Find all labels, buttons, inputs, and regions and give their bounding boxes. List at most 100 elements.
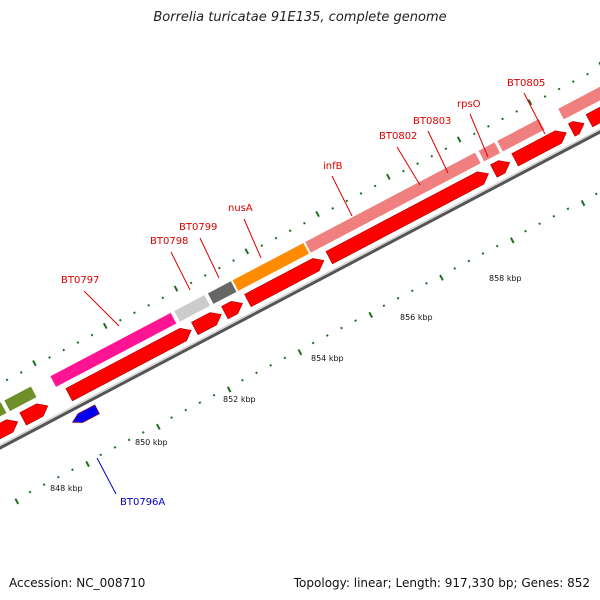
scale-tick — [402, 169, 405, 173]
scale-tick — [359, 192, 363, 195]
scale-tick — [557, 87, 561, 91]
scale-tick — [147, 303, 150, 307]
scale-tick — [456, 136, 462, 143]
gene-band-olive[interactable] — [4, 386, 37, 412]
cds-arrow[interactable] — [325, 171, 489, 265]
tick-layer — [5, 61, 600, 505]
scale-tick — [118, 318, 122, 322]
gene-arrow-bt0796a[interactable] — [71, 404, 100, 423]
scale-tick — [161, 296, 165, 300]
scale-tick — [515, 110, 519, 113]
gene-label[interactable]: nusA — [228, 203, 253, 214]
scale-tick — [127, 438, 131, 442]
scale-tick — [42, 483, 46, 486]
scale-tick — [170, 416, 173, 419]
gene-band-bt0798[interactable] — [174, 295, 210, 322]
scale-tick — [509, 237, 515, 244]
cds-arrow[interactable] — [0, 419, 19, 446]
scale-tick — [232, 259, 235, 262]
genome-backbone — [0, 130, 600, 450]
scale-tick — [189, 281, 193, 285]
scale-tick — [340, 326, 343, 330]
scale-tick — [212, 393, 216, 397]
scale-tick — [311, 341, 315, 345]
scale-tick — [354, 319, 357, 322]
cds-arrow[interactable] — [19, 403, 49, 426]
gene-label[interactable]: BT0798 — [150, 236, 188, 247]
scale-tick — [580, 199, 586, 207]
gene-leader-line — [96, 457, 117, 495]
gene-leader-line — [243, 218, 262, 259]
scale-tick — [85, 460, 90, 468]
gene-label[interactable]: BT0796A — [120, 497, 165, 508]
cds-arrow[interactable] — [65, 328, 192, 402]
scale-tick — [481, 252, 485, 255]
cds-arrow[interactable] — [221, 301, 243, 320]
scale-tick — [283, 356, 287, 360]
scale-tick — [538, 222, 541, 226]
gene-band-bt0803[interactable] — [497, 119, 545, 152]
gene-leader-line — [523, 92, 546, 135]
gene-band-infb[interactable] — [305, 152, 481, 253]
scale-tick — [396, 296, 400, 300]
genome-summary-text: Topology: linear; Length: 917,330 bp; Ge… — [293, 576, 590, 590]
cds-arrow[interactable] — [490, 160, 511, 178]
gene-band-bt0805[interactable] — [558, 49, 600, 120]
gene-band-bt0799[interactable] — [207, 281, 237, 304]
gene-band-olive[interactable] — [0, 402, 7, 428]
cds-arrow[interactable] — [511, 130, 567, 167]
gene-label[interactable]: BT0805 — [507, 78, 545, 89]
gene-label[interactable]: BT0802 — [379, 131, 417, 142]
gene-label[interactable]: BT0803 — [413, 116, 451, 127]
scale-tick — [269, 363, 273, 367]
gene-leader-line — [83, 290, 120, 327]
gene-label[interactable]: rpsO — [457, 99, 481, 110]
gene-label[interactable]: BT0799 — [179, 222, 217, 233]
scale-tick — [255, 371, 258, 375]
scale-tick — [315, 210, 320, 218]
scale-tick — [386, 173, 391, 180]
scale-tick — [173, 285, 179, 292]
scale-label: 852 kbp — [223, 395, 256, 404]
scale-tick — [99, 453, 103, 457]
gene-label[interactable]: BT0797 — [61, 275, 99, 286]
scale-tick — [416, 162, 419, 165]
scale-tick — [472, 132, 476, 136]
scale-tick — [5, 378, 9, 382]
cds-arrow[interactable] — [567, 121, 585, 137]
scale-tick — [373, 184, 377, 188]
scale-tick — [288, 229, 292, 233]
cds-arrow[interactable] — [585, 79, 600, 128]
scale-tick — [133, 311, 136, 315]
scale-tick — [19, 371, 23, 374]
gene-label[interactable]: infB — [323, 161, 343, 172]
gene-band-bt0802[interactable] — [478, 142, 501, 162]
scale-tick — [410, 289, 414, 293]
gene-band-bt0797[interactable] — [50, 312, 177, 387]
scale-tick — [430, 154, 434, 158]
scale-label: 850 kbp — [135, 438, 168, 447]
gene-leader-line — [331, 175, 353, 217]
gene-leader-line — [170, 251, 191, 291]
scale-tick — [90, 333, 94, 337]
gene-leader-line — [199, 237, 220, 279]
scale-tick — [198, 401, 202, 404]
scale-tick — [244, 248, 250, 255]
scale-tick — [382, 304, 386, 308]
scale-tick — [48, 356, 51, 359]
map-title: Borrelia turicatae 91E135, complete geno… — [153, 10, 447, 25]
scale-label: 856 kbp — [400, 313, 433, 322]
scale-tick — [586, 72, 589, 76]
gene-leader-line — [396, 146, 421, 186]
scale-tick — [218, 266, 221, 270]
scale-tick — [141, 431, 145, 434]
cds-arrow[interactable] — [244, 258, 325, 308]
cds-arrow[interactable] — [191, 312, 222, 336]
scale-tick — [71, 468, 74, 472]
scale-tick — [453, 267, 457, 270]
gene-band-nusa[interactable] — [232, 242, 310, 291]
gene-leader-line — [469, 113, 489, 158]
accession-text: Accession: NC_008710 — [9, 576, 146, 590]
scale-tick — [14, 498, 20, 505]
